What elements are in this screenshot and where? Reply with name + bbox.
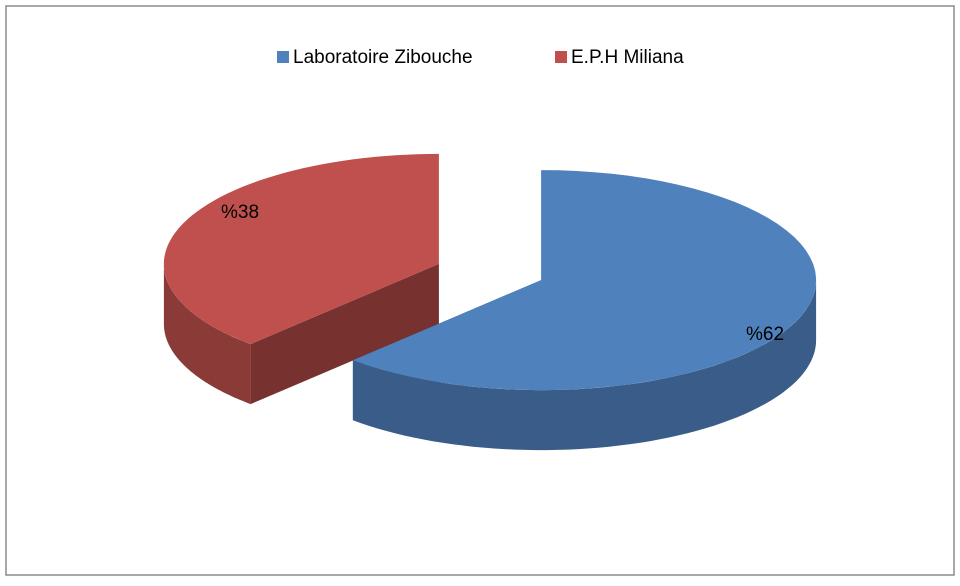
data-label: %38 (221, 202, 259, 223)
data-label: %62 (746, 324, 784, 345)
slice-wall (352, 280, 817, 451)
legend-swatch (277, 51, 289, 63)
slice (352, 170, 817, 391)
legend-label: Laboratoire Zibouche (293, 47, 473, 68)
slice-wall (163, 263, 251, 405)
legend-swatch (555, 51, 567, 63)
legend-label: E.P.H Miliana (571, 47, 684, 68)
slice-side (250, 263, 439, 405)
slice (163, 153, 439, 345)
